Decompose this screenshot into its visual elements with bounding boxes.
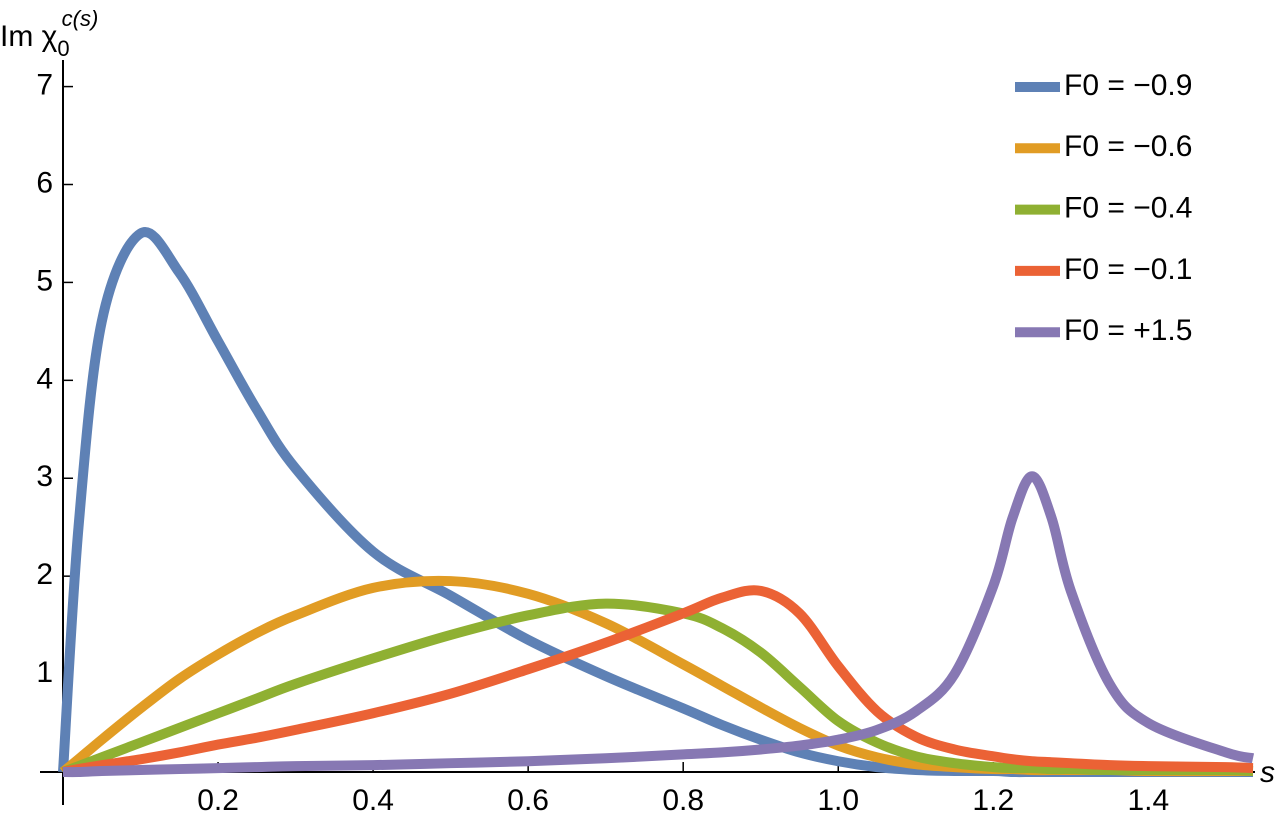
legend-label: F0 = −0.9 (1064, 69, 1192, 102)
x-tick-label: 1.0 (817, 784, 859, 817)
x-tick-label: 0.6 (507, 784, 549, 817)
y-tick-label: 4 (36, 362, 53, 395)
y-label-sub: 0 (57, 36, 69, 61)
series-line (61, 598, 1254, 777)
legend-label: F0 = −0.6 (1064, 130, 1192, 163)
y-tick-label: 2 (36, 558, 53, 591)
y-tick-label: 7 (36, 69, 53, 102)
y-tick-label: 6 (36, 166, 53, 199)
y-tick-label: 3 (36, 460, 53, 493)
series-line (62, 585, 1254, 777)
series-line (62, 471, 1255, 778)
x-tick-label: 0.4 (352, 784, 394, 817)
legend-label: F0 = +1.5 (1064, 314, 1192, 347)
legend-label: F0 = −0.1 (1064, 253, 1192, 286)
y-axis-label: Im χ0 c(s) (0, 6, 98, 61)
x-axis-label: s (1260, 756, 1275, 789)
x-tick-label: 0.2 (197, 784, 239, 817)
series-line (58, 227, 1253, 778)
x-tick-label: 1.2 (972, 784, 1014, 817)
y-tick-label: 1 (36, 656, 53, 689)
y-tick-label: 5 (36, 264, 53, 297)
y-label-sup: c(s) (62, 6, 99, 31)
x-tick-label: 0.8 (662, 784, 704, 817)
legend-label: F0 = −0.4 (1064, 192, 1192, 225)
y-label-main: Im χ (0, 20, 58, 53)
x-tick-label: 1.4 (1127, 784, 1169, 817)
